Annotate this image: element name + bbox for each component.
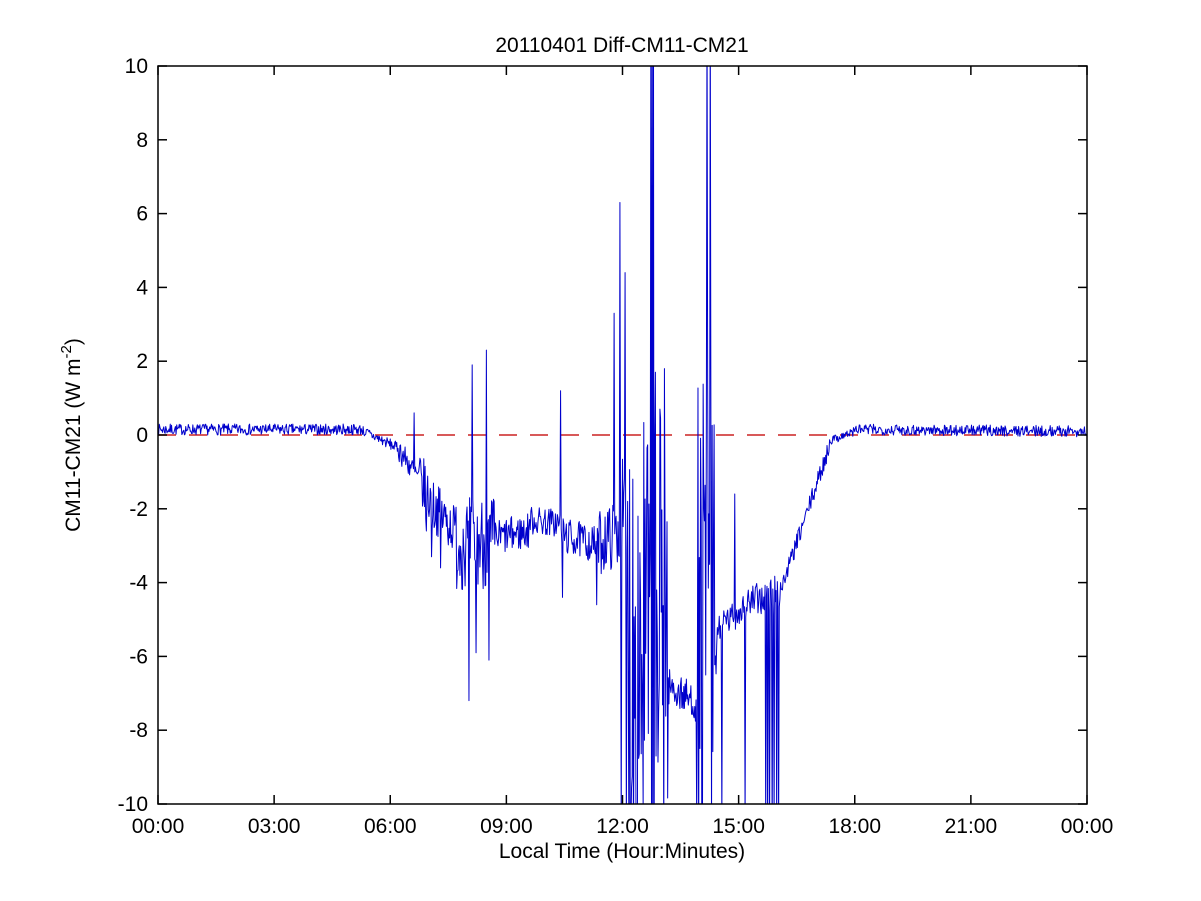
x-tick-label: 03:00 bbox=[248, 815, 301, 838]
y-axis-label: CM11-CM21 (W m-2) bbox=[58, 338, 85, 532]
plot-area bbox=[158, 66, 1087, 804]
y-tick-label: -4 bbox=[129, 572, 148, 595]
data-series-line bbox=[158, 66, 1087, 804]
x-tick-label: 12:00 bbox=[596, 815, 649, 838]
x-axis-label: Local Time (Hour:Minutes) bbox=[499, 840, 745, 863]
y-tick-label: 6 bbox=[136, 203, 148, 226]
y-tick-label: -10 bbox=[118, 793, 148, 816]
x-tick-label: 18:00 bbox=[828, 815, 881, 838]
y-axis-label-close: ) bbox=[62, 338, 85, 345]
x-tick-label: 00:00 bbox=[1061, 815, 1114, 838]
y-tick-label: 10 bbox=[125, 55, 148, 78]
x-tick-label: 09:00 bbox=[480, 815, 533, 838]
y-tick-label: -8 bbox=[129, 719, 148, 742]
y-axis-label-main: CM11-CM21 (W m bbox=[62, 358, 85, 531]
y-tick-label: 8 bbox=[136, 129, 148, 152]
y-axis-label-superscript: -2 bbox=[58, 345, 75, 358]
y-tick-label: 2 bbox=[136, 350, 148, 373]
y-tick-label: 0 bbox=[136, 424, 148, 447]
y-tick-label: -6 bbox=[129, 645, 148, 668]
y-tick-label: 4 bbox=[136, 276, 148, 299]
x-tick-label: 21:00 bbox=[945, 815, 998, 838]
chart-title: 20110401 Diff-CM11-CM21 bbox=[495, 34, 748, 57]
axis-tick-labels: 00:00 03:00 06:00 09:00 12:00 15:00 18:00 21:00… bbox=[118, 55, 1114, 838]
x-tick-label: 15:00 bbox=[712, 815, 765, 838]
axis-ticks bbox=[157, 65, 1088, 805]
x-tick-label: 06:00 bbox=[364, 815, 417, 838]
y-tick-label: -2 bbox=[129, 498, 148, 521]
x-tick-label: 00:00 bbox=[132, 815, 185, 838]
